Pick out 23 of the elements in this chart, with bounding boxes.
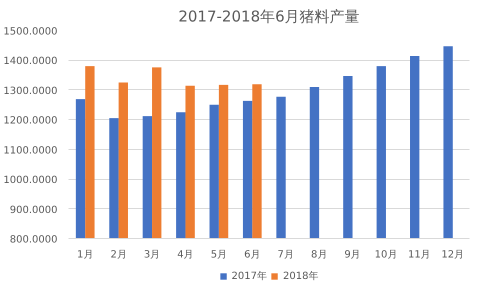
- x-tick-label: 6月: [244, 250, 260, 260]
- legend-label: 2017年: [232, 270, 267, 283]
- x-tick-label: 11月: [408, 250, 431, 260]
- y-tick-label: 900.0000: [10, 204, 58, 216]
- x-tick-label: 3月: [144, 250, 160, 260]
- y-tick-label: 1100.0000: [3, 145, 58, 156]
- x-tick-label: 9月: [344, 250, 361, 260]
- x-tick-label: 4月: [177, 250, 194, 260]
- x-tick-label: 1月: [77, 250, 94, 260]
- y-tick-label: 800.0000: [10, 234, 58, 246]
- y-tick-label: 1500.0000: [3, 26, 58, 38]
- legend-label: 2018年: [283, 270, 318, 283]
- x-tick-label: 7月: [278, 250, 294, 260]
- y-tick-label: 1400.0000: [3, 56, 58, 68]
- x-tick-label: 2月: [110, 250, 127, 260]
- y-tick-label: 1000.0000: [3, 175, 58, 186]
- x-tick-label: 10月: [374, 250, 398, 260]
- x-tick-label: 12月: [441, 250, 464, 260]
- y-tick-label: 1300.0000: [3, 86, 58, 97]
- chart-title: 2017-2018年6月猪料产量: [178, 8, 360, 26]
- x-tick-label: 5月: [210, 250, 228, 260]
- x-tick-label: 8月: [310, 250, 328, 260]
- y-tick-label: 1200.0000: [3, 116, 58, 127]
